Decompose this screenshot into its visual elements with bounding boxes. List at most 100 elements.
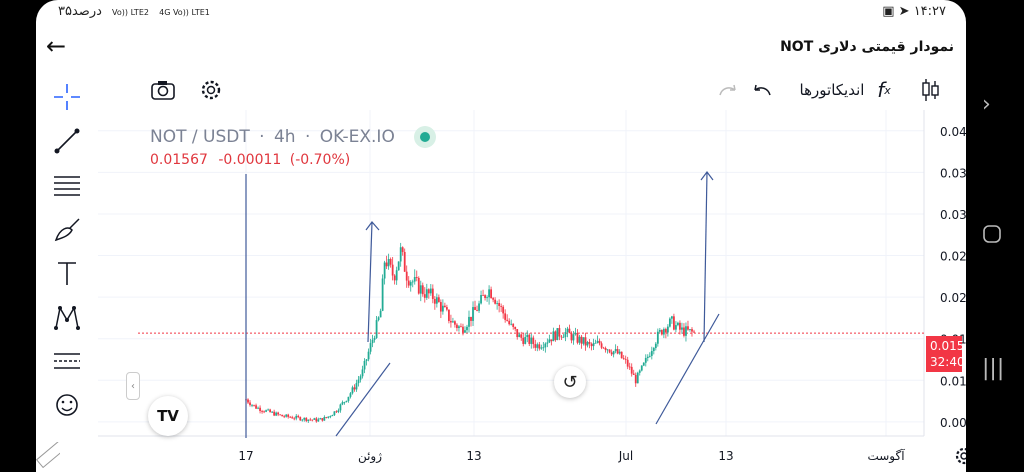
candle [333, 411, 336, 417]
chart-svg[interactable]: 0.04000 0.03500 0.03000 0.02500 0.02000 0.015… [98, 110, 966, 472]
candle [693, 329, 695, 333]
candle [677, 321, 679, 327]
candle [552, 327, 555, 342]
nav-recents-icon[interactable]: ||| [982, 356, 1005, 381]
candle [556, 328, 559, 341]
candle [630, 363, 633, 377]
y-tick-label: 0.02500 [940, 250, 966, 264]
fib-retracement-icon[interactable] [50, 168, 84, 202]
crosshair-icon[interactable] [50, 80, 84, 114]
redo-icon[interactable] [716, 72, 740, 108]
candle [335, 410, 338, 414]
candle [612, 350, 615, 358]
trendline-icon[interactable] [50, 124, 84, 158]
candle [468, 310, 470, 333]
candle [415, 270, 418, 282]
x-tick-label: ژوئن [358, 449, 382, 464]
candle [397, 261, 400, 271]
y-tick-label: 0.04000 [940, 125, 966, 139]
nav-home-icon[interactable] [982, 224, 1002, 250]
candle [460, 323, 462, 328]
candle [472, 301, 474, 326]
camera-icon[interactable] [148, 72, 178, 108]
candle [572, 330, 575, 345]
y-tick-label: 0.00500 [940, 416, 966, 430]
emoji-icon[interactable] [50, 388, 84, 422]
candle [275, 411, 278, 417]
candle [329, 415, 332, 419]
candle [486, 295, 488, 302]
text-icon[interactable] [50, 256, 84, 290]
reset-chart-icon[interactable]: ↺ [554, 366, 586, 398]
symbol-name: NOT / USDT [150, 127, 250, 147]
x-tick-label: Jul [618, 449, 633, 463]
candle [371, 334, 374, 348]
candle [391, 257, 394, 281]
candle [634, 372, 637, 387]
candle [309, 417, 312, 421]
candle [681, 322, 683, 334]
measure-icon[interactable] [50, 344, 84, 378]
chart-settings-icon[interactable] [952, 444, 966, 468]
candle [437, 294, 440, 303]
candle [592, 338, 595, 351]
candle [624, 355, 627, 364]
candle [249, 400, 251, 407]
price-chart[interactable]: 0.04000 0.03500 0.03000 0.02500 0.02000 0.015… [98, 110, 966, 472]
indicators-label: اندیکاتورها [799, 81, 865, 99]
candle [279, 414, 282, 416]
candle [319, 417, 322, 420]
market-status-icon[interactable] [414, 126, 437, 148]
candle [377, 316, 380, 322]
trendline-2[interactable] [655, 313, 720, 425]
settings-gear-icon[interactable] [196, 72, 226, 108]
current-price: 0.01567 [150, 152, 208, 168]
arrow-up-1[interactable] [367, 221, 373, 343]
pattern-icon[interactable] [50, 300, 84, 334]
candle [341, 400, 344, 406]
candle [311, 419, 314, 422]
candle [687, 320, 689, 331]
trendline-1[interactable] [335, 362, 391, 437]
candle [632, 369, 635, 375]
symbol-interval: 4h [273, 127, 296, 147]
brush-icon[interactable] [50, 212, 84, 246]
last-price-value: 0.01567 [930, 339, 966, 353]
candle [443, 302, 446, 308]
candle [600, 341, 603, 350]
battery-label: ۳۵درصد [58, 4, 102, 19]
nav-forward-icon[interactable]: › [982, 92, 991, 117]
telegram-icon: ➤ [898, 4, 910, 19]
candle [644, 354, 647, 367]
candle [656, 328, 659, 347]
candle [379, 308, 382, 318]
candle [409, 280, 412, 292]
candle [546, 338, 549, 348]
candle [606, 348, 609, 354]
candle [602, 346, 605, 349]
candle [534, 339, 537, 351]
candle [439, 299, 442, 319]
ruler-icon[interactable] [36, 439, 67, 469]
candle [484, 294, 486, 301]
candle [389, 257, 392, 268]
candle-type-icon[interactable] [918, 72, 942, 108]
candle [353, 384, 356, 392]
candle [522, 333, 525, 347]
change-abs: -0.00011 [218, 152, 282, 168]
candle [594, 339, 597, 344]
candle [295, 413, 298, 421]
undo-icon[interactable] [750, 72, 774, 108]
tradingview-logo[interactable]: TV [148, 396, 188, 436]
candle [393, 274, 396, 285]
candle [321, 418, 324, 422]
y-tick-label: 0.03000 [940, 208, 966, 222]
candle [636, 371, 639, 384]
collapse-toolbar-handle[interactable]: ‹ [126, 372, 140, 400]
indicators-button[interactable]: اندیکاتورها [792, 72, 872, 108]
arrow-up-2[interactable] [703, 171, 708, 343]
back-arrow-icon[interactable]: ← [46, 32, 67, 60]
candle [618, 349, 621, 355]
candle [265, 409, 267, 413]
